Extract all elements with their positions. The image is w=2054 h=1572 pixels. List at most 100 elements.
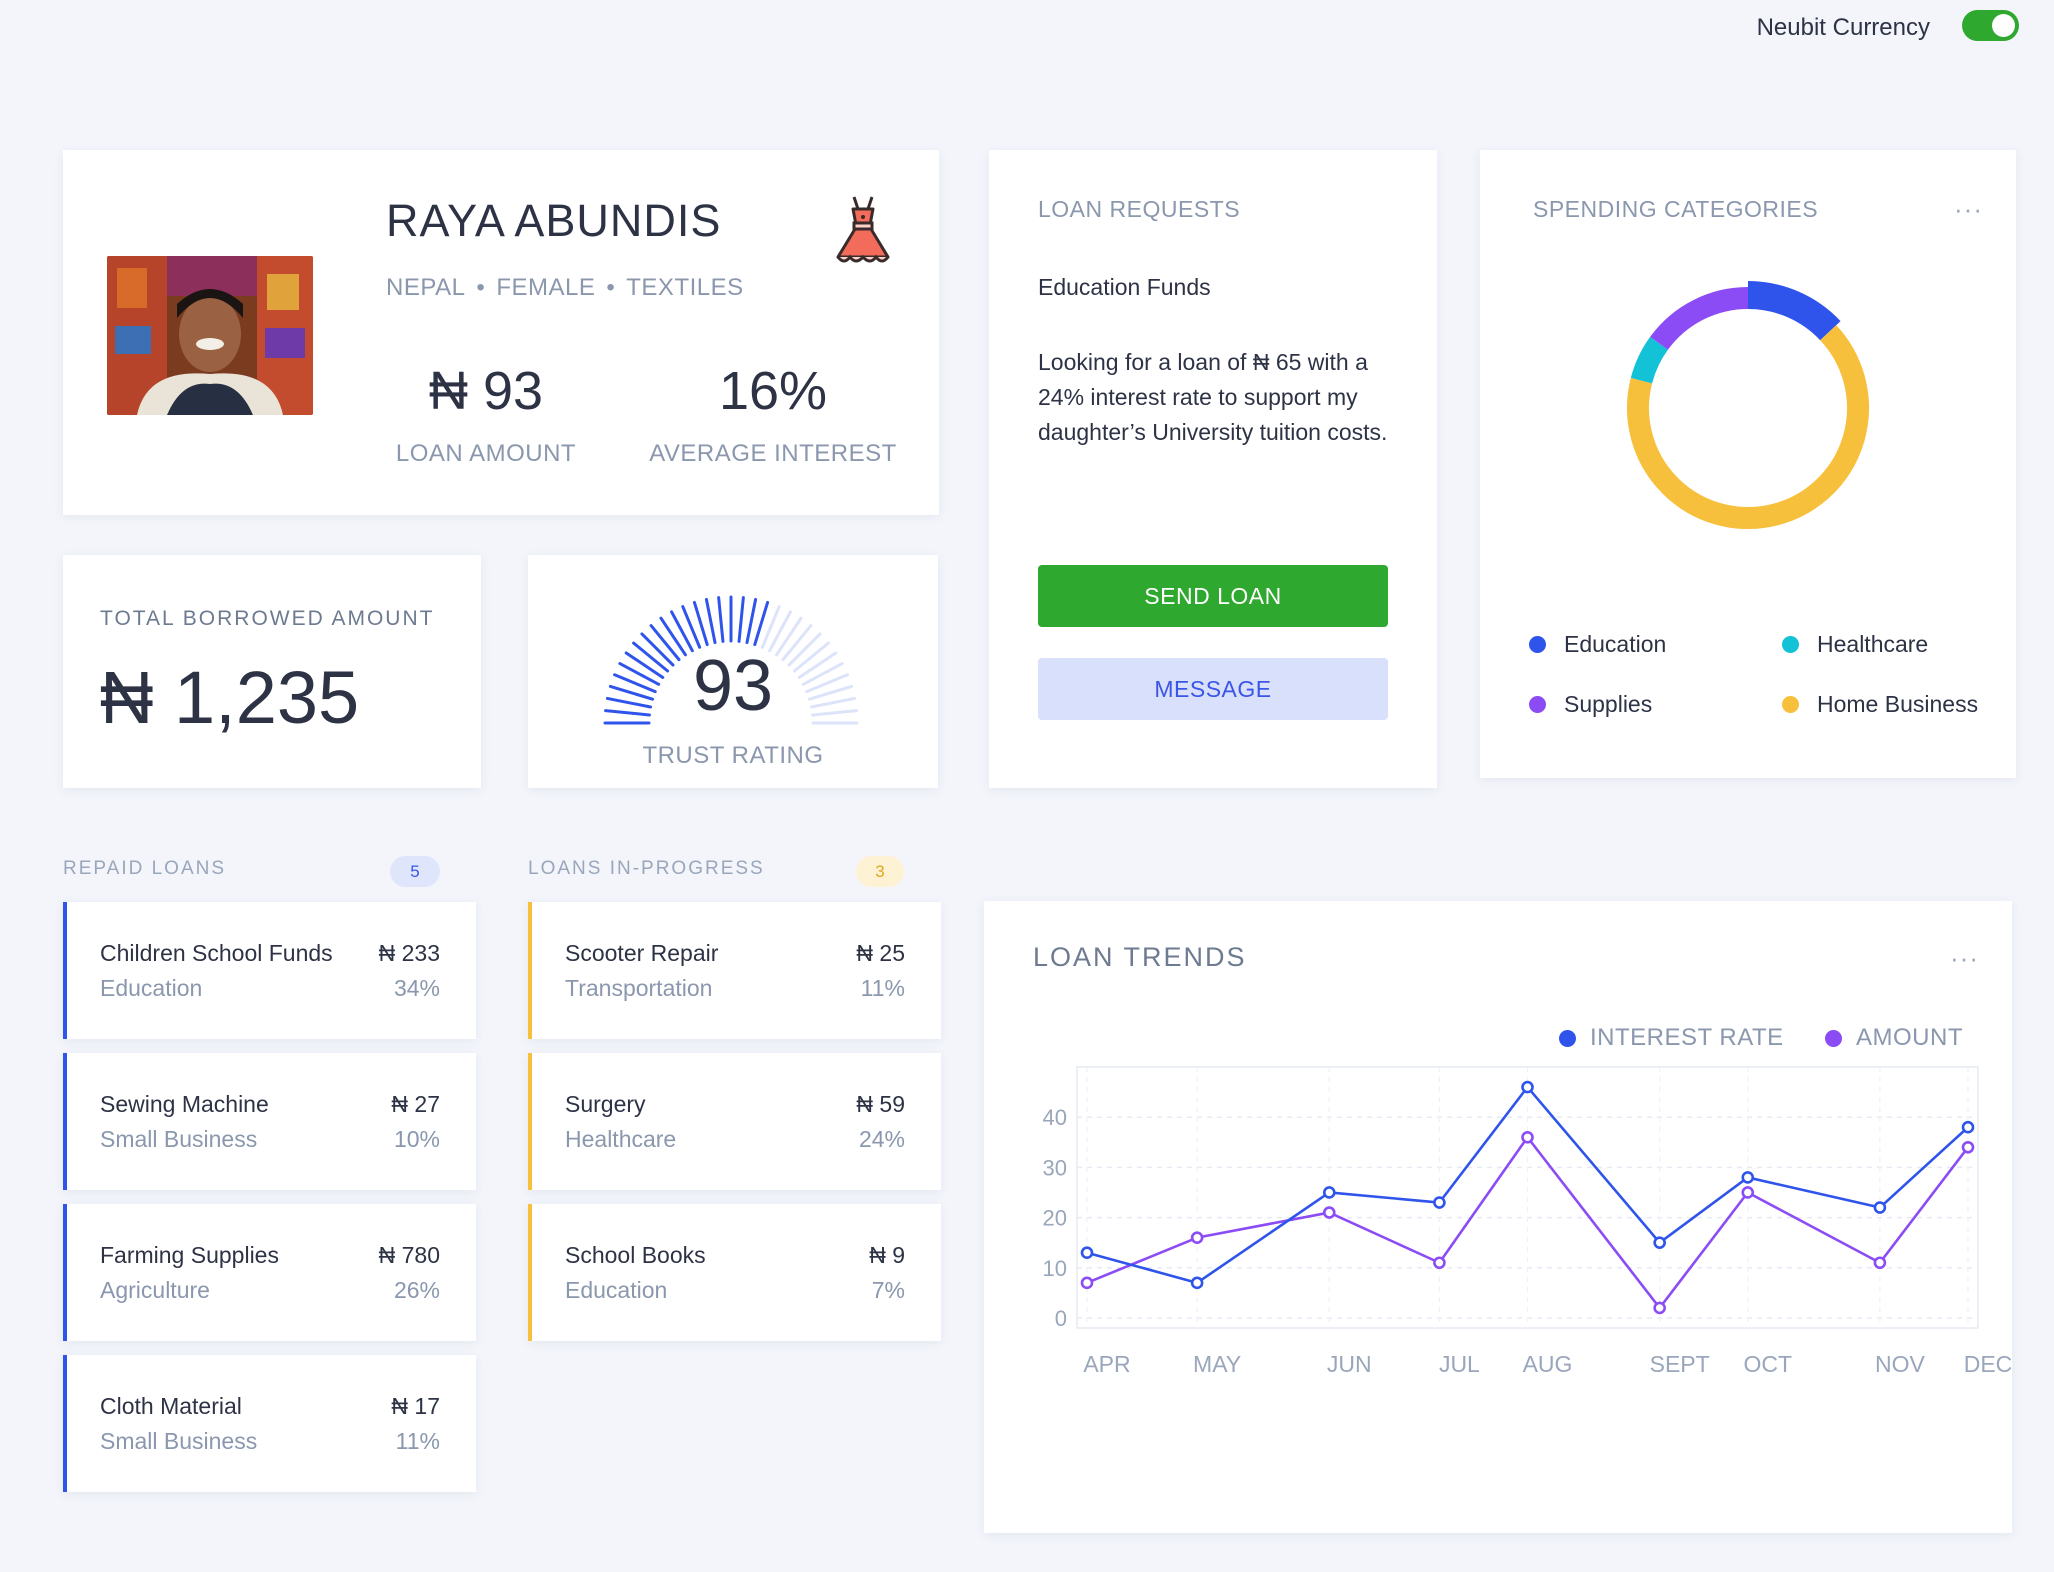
y-tick-label: 40 — [1043, 1105, 1067, 1130]
accent-bar — [63, 1204, 67, 1341]
data-point — [1741, 1186, 1755, 1199]
gauge-tick — [670, 610, 694, 653]
legend-supplies: Supplies — [1529, 691, 1652, 718]
accent-bar — [63, 1355, 67, 1492]
data-point — [1653, 1301, 1666, 1315]
y-tick-label: 0 — [1055, 1306, 1067, 1331]
gauge-tick — [604, 709, 651, 717]
loan-title: Farming Supplies — [100, 1242, 279, 1268]
loan-rate: 7% — [871, 1277, 905, 1303]
loan-requests-title: LOAN REQUESTS — [1038, 196, 1241, 222]
gauge-tick — [681, 605, 702, 649]
spending-categories-title: SPENDING CATEGORIES — [1533, 196, 1819, 222]
y-tick-label: 20 — [1043, 1206, 1067, 1231]
legend-label: Healthcare — [1817, 631, 1929, 657]
loan-rate: 10% — [393, 1126, 440, 1152]
gauge-tick — [692, 600, 709, 647]
loan-rate: 11% — [860, 975, 905, 1001]
x-tick-label: JUN — [1327, 1351, 1372, 1377]
legend-label: AMOUNT — [1856, 1024, 1963, 1051]
gauge-tick — [704, 597, 717, 645]
legend-interest-rate: INTEREST RATE — [1559, 1024, 1784, 1052]
legend-healthcare: Healthcare — [1782, 631, 1928, 658]
trust-rating-label: TRUST RATING — [642, 742, 824, 769]
loan-request-card: LOAN REQUESTS Education Funds Looking fo… — [989, 150, 1437, 788]
more-options-icon[interactable]: ··· — [1950, 943, 1979, 973]
series-line-interest-rate — [1086, 1085, 1969, 1285]
loan-amount: ₦ 17 — [391, 1393, 440, 1419]
data-point — [1080, 1246, 1094, 1260]
gauge-tick — [618, 662, 661, 686]
x-tick-label: APR — [1083, 1351, 1130, 1377]
loan-list-item[interactable]: Sewing Machine Small Business ₦ 27 10% — [63, 1053, 476, 1190]
gauge-tick — [753, 600, 770, 647]
total-borrowed-label: TOTAL BORROWED AMOUNT — [100, 607, 435, 630]
more-options-icon[interactable]: ··· — [1954, 194, 1983, 224]
data-point — [1322, 1186, 1336, 1199]
in-progress-title: LOANS IN-PROGRESS — [528, 858, 765, 879]
loan-amount: ₦ 9 — [869, 1242, 905, 1268]
donut-slice-education — [1747, 281, 1841, 341]
repaid-loans-title: REPAID LOANS — [63, 858, 227, 879]
accent-bar — [63, 902, 67, 1039]
gauge-tick — [659, 616, 687, 657]
loan-list-item[interactable]: Surgery Healthcare ₦ 59 24% — [528, 1053, 941, 1190]
loan-rate: 11% — [395, 1428, 440, 1454]
loan-category: Small Business — [100, 1126, 258, 1152]
series-line-amount — [1086, 1135, 1970, 1310]
loan-title: Children School Funds — [100, 940, 333, 966]
gauge-tick — [811, 709, 858, 717]
gauge-tick — [632, 641, 670, 673]
legend-label: Education — [1564, 631, 1667, 657]
send-loan-button[interactable]: SEND LOAN — [1038, 565, 1388, 627]
data-point — [1873, 1256, 1887, 1270]
dress-icon — [834, 195, 892, 267]
loan-list-item[interactable]: Scooter Repair Transportation ₦ 25 11% — [528, 902, 941, 1039]
gauge-tick — [775, 616, 803, 657]
donut-slice-healthcare — [1630, 336, 1669, 384]
loan-list-item[interactable]: Children School Funds Education ₦ 233 34% — [63, 902, 476, 1039]
loan-category: Education — [100, 975, 203, 1001]
loan-list-item[interactable]: School Books Education ₦ 9 7% — [528, 1204, 941, 1341]
trust-rating-card: 93 TRUST RATING — [528, 555, 938, 788]
accent-bar — [528, 1053, 532, 1190]
loan-category: Education — [565, 1277, 668, 1303]
gauge-tick — [605, 696, 653, 709]
loan-amount-value: ₦ 93 — [428, 361, 544, 421]
gauge-tick — [797, 651, 838, 679]
legend-education: Education — [1529, 631, 1666, 658]
gauge-tick — [624, 651, 665, 679]
data-point — [1961, 1141, 1975, 1154]
legend-dot — [1782, 696, 1799, 713]
loan-category: Healthcare — [565, 1126, 677, 1152]
x-tick-label: NOV — [1875, 1351, 1926, 1377]
in-progress-count-badge: 3 — [856, 856, 904, 887]
data-point — [1433, 1196, 1446, 1209]
loan-rate: 34% — [393, 975, 440, 1001]
gauge-tick — [801, 662, 844, 686]
data-point — [1190, 1276, 1204, 1290]
gauge-tick — [809, 696, 857, 709]
loan-request-subtitle: Education Funds — [1038, 274, 1211, 300]
data-point — [1741, 1171, 1755, 1184]
trust-rating-value: 93 — [692, 646, 774, 726]
currency-toggle[interactable] — [1962, 10, 2019, 41]
legend-label: INTEREST RATE — [1590, 1024, 1784, 1051]
loan-trends-title: LOAN TRENDS — [1033, 942, 1247, 972]
gauge-tick — [608, 684, 655, 701]
loan-list-item[interactable]: Cloth Material Small Business ₦ 17 11% — [63, 1355, 476, 1492]
loan-amount: ₦ 233 — [378, 940, 440, 966]
legend-label: Supplies — [1564, 691, 1653, 717]
y-tick-label: 30 — [1043, 1155, 1067, 1180]
accent-bar — [63, 1053, 67, 1190]
data-point — [1190, 1231, 1204, 1244]
message-button[interactable]: MESSAGE — [1038, 658, 1388, 720]
y-tick-label: 10 — [1043, 1256, 1067, 1281]
donut-slice-home-business — [1627, 325, 1869, 529]
loan-request-description: Looking for a loan of ₦ 65 with a 24% in… — [1038, 349, 1388, 445]
spending-categories-card: SPENDING CATEGORIES ··· Education Health… — [1480, 150, 2016, 778]
loan-list-item[interactable]: Farming Supplies Agriculture ₦ 780 26% — [63, 1204, 476, 1341]
accent-bar — [528, 1204, 532, 1341]
average-interest-label: AVERAGE INTEREST — [649, 440, 897, 467]
x-tick-label: DEC — [1964, 1351, 2012, 1377]
